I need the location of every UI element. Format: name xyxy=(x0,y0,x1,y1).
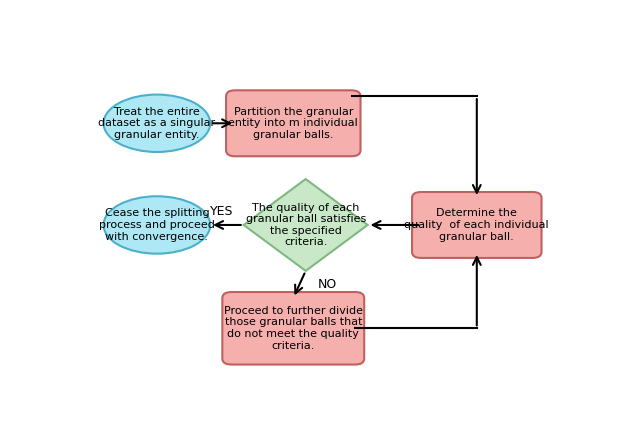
Text: The quality of each
granular ball satisfies
the specified
criteria.: The quality of each granular ball satisf… xyxy=(246,203,366,248)
Text: Determine the
quality  of each individual
granular ball.: Determine the quality of each individual… xyxy=(404,208,549,242)
Text: Proceed to further divide
those granular balls that
do not meet the quality
crit: Proceed to further divide those granular… xyxy=(224,306,363,351)
Text: Cease the splitting
process and proceed
with convergence.: Cease the splitting process and proceed … xyxy=(99,208,215,242)
FancyBboxPatch shape xyxy=(412,192,541,258)
Ellipse shape xyxy=(104,196,210,253)
Text: NO: NO xyxy=(318,278,337,291)
Ellipse shape xyxy=(104,95,210,152)
Polygon shape xyxy=(244,179,368,271)
Text: Partition the granular
entity into m individual
granular balls.: Partition the granular entity into m ind… xyxy=(228,106,358,140)
Text: YES: YES xyxy=(210,205,234,219)
FancyBboxPatch shape xyxy=(222,292,364,365)
Text: Treat the entire
dataset as a singular
granular entity.: Treat the entire dataset as a singular g… xyxy=(99,106,216,140)
FancyBboxPatch shape xyxy=(226,90,360,156)
